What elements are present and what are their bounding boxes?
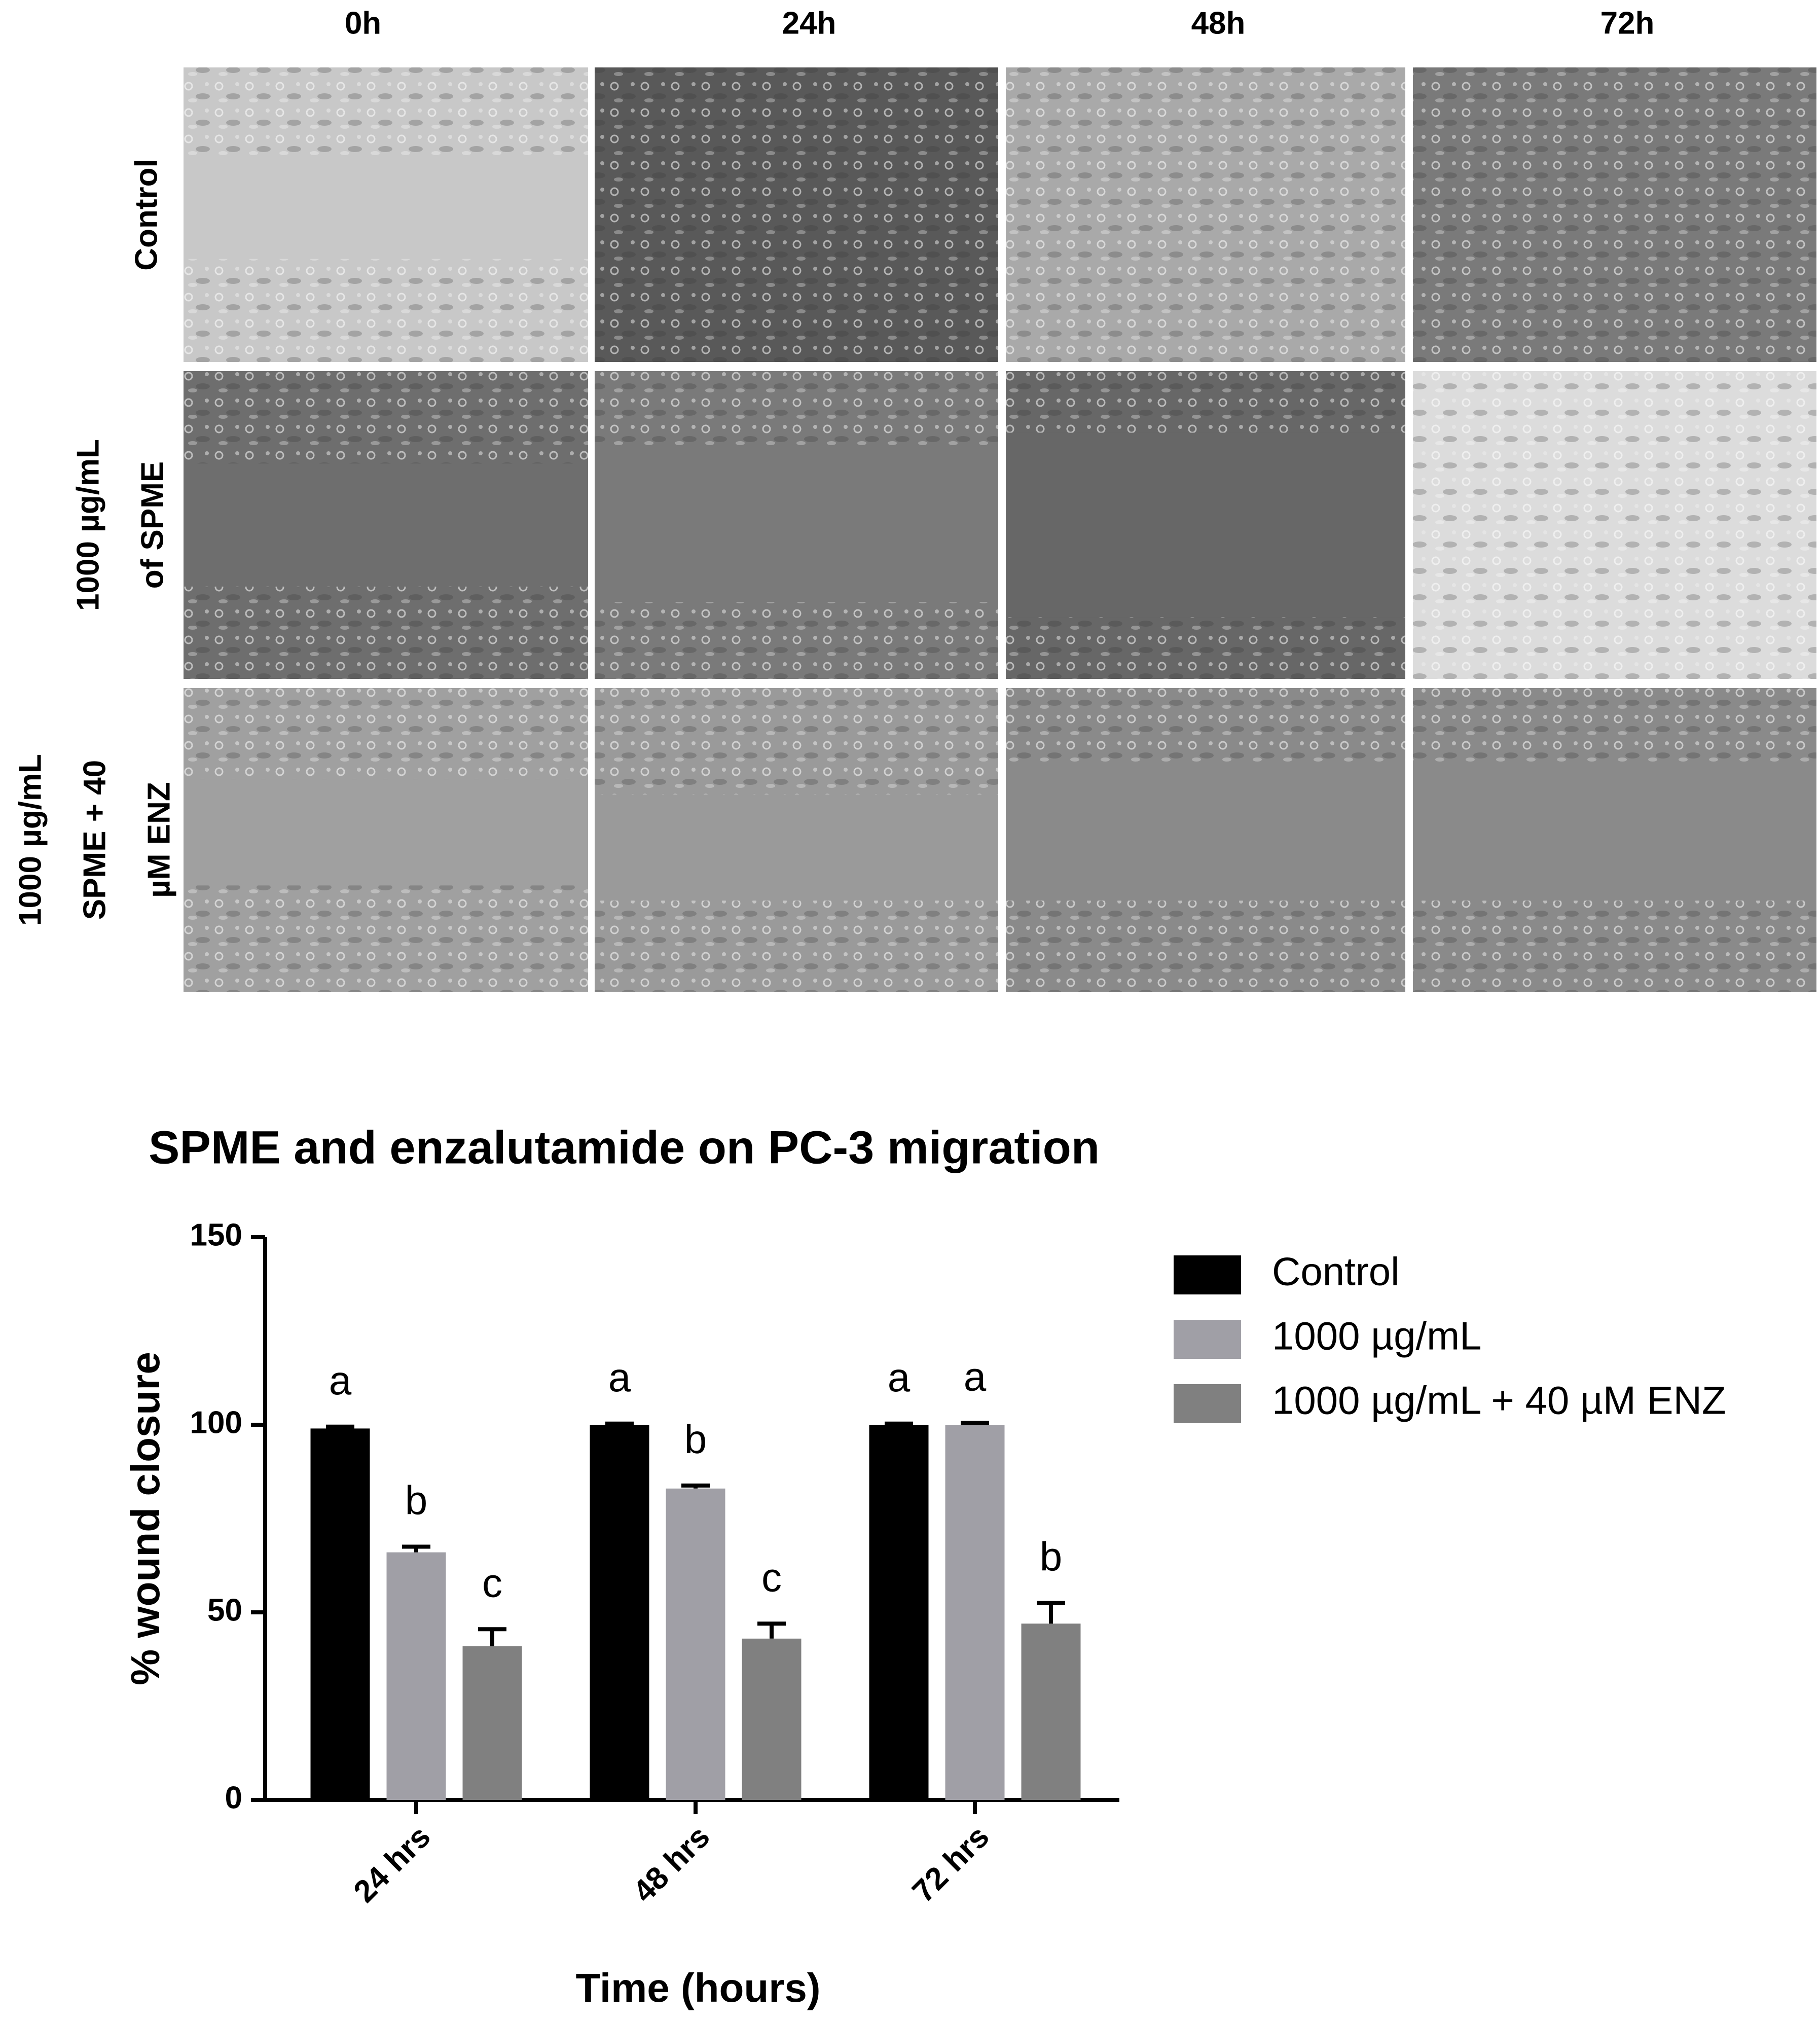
error-bar	[478, 1627, 506, 1646]
significance-letter: a	[608, 1355, 631, 1400]
error-bar	[605, 1421, 634, 1426]
column-label: 24h	[782, 6, 836, 41]
cell-texture	[1413, 371, 1816, 679]
significance-letter: a	[888, 1355, 911, 1400]
column-label: 48h	[1191, 6, 1246, 41]
error-bar	[326, 1424, 354, 1429]
wound-gap	[1413, 764, 1816, 901]
wound-gap	[1006, 432, 1405, 618]
legend-swatch	[1174, 1320, 1241, 1359]
cell-texture	[595, 67, 998, 362]
wound-gap	[1006, 764, 1405, 901]
bar	[590, 1425, 649, 1800]
y-tick-label: 150	[190, 1217, 242, 1252]
row-label: 1000 µg/mL	[13, 754, 48, 926]
wound-gap	[595, 794, 998, 901]
bar	[386, 1552, 446, 1800]
row-label: 1000 µg/mL	[70, 439, 105, 611]
legend-swatch	[1174, 1255, 1241, 1294]
bar	[742, 1638, 802, 1800]
significance-letter: c	[761, 1555, 782, 1600]
significance-letter: c	[482, 1560, 502, 1605]
row-label: µM ENZ	[141, 782, 176, 898]
significance-letter: b	[684, 1417, 707, 1462]
x-tick-label: 24 hrs	[347, 1819, 438, 1909]
column-label: 0h	[345, 6, 381, 41]
legend-label: Control	[1272, 1249, 1399, 1294]
bar	[462, 1646, 522, 1800]
cell-texture	[1006, 67, 1405, 362]
row-label: of SPME	[135, 461, 170, 589]
y-tick-label: 0	[225, 1780, 242, 1815]
significance-letter: b	[1040, 1534, 1063, 1579]
bar	[1021, 1624, 1081, 1800]
x-axis-label: Time (hours)	[575, 1965, 820, 2010]
y-tick-label: 50	[207, 1593, 242, 1628]
column-label: 72h	[1600, 6, 1655, 41]
significance-letter: b	[405, 1478, 428, 1523]
error-bar	[885, 1421, 913, 1426]
chart-title: SPME and enzalutamide on PC-3 migration	[149, 1122, 1100, 1173]
wound-gap	[184, 463, 588, 587]
cell-texture	[1413, 67, 1816, 362]
y-tick-label: 100	[190, 1405, 242, 1440]
x-tick-label: 48 hrs	[627, 1819, 717, 1909]
error-bar	[681, 1483, 710, 1489]
error-bar	[961, 1421, 989, 1425]
bar	[945, 1425, 1005, 1800]
bar-chart: SPME and enzalutamide on PC-3 migration …	[123, 1122, 1726, 2010]
row-label: SPME + 40	[77, 760, 112, 920]
significance-letter: a	[329, 1358, 352, 1403]
significance-letter: a	[964, 1354, 987, 1399]
bar	[310, 1428, 370, 1800]
error-bar	[402, 1544, 430, 1553]
error-bar	[757, 1621, 786, 1639]
legend-swatch	[1174, 1384, 1241, 1423]
bar	[666, 1488, 725, 1800]
wound-gap	[184, 779, 588, 886]
wound-gap	[184, 156, 588, 259]
micrograph-grid: 0h 24h 48h 72h Control 1000 µg/mL of SPME 1000 …	[13, 6, 1816, 992]
error-bar	[1037, 1601, 1065, 1624]
wound-gap	[595, 448, 998, 602]
legend-label: 1000 µg/mL + 40 µM ENZ	[1272, 1378, 1726, 1423]
x-tick-label: 72 hrs	[906, 1819, 996, 1909]
legend-label: 1000 µg/mL	[1272, 1314, 1482, 1358]
y-axis-label: % wound closure	[123, 1352, 168, 1685]
row-label: Control	[129, 159, 164, 270]
bar	[869, 1425, 929, 1800]
